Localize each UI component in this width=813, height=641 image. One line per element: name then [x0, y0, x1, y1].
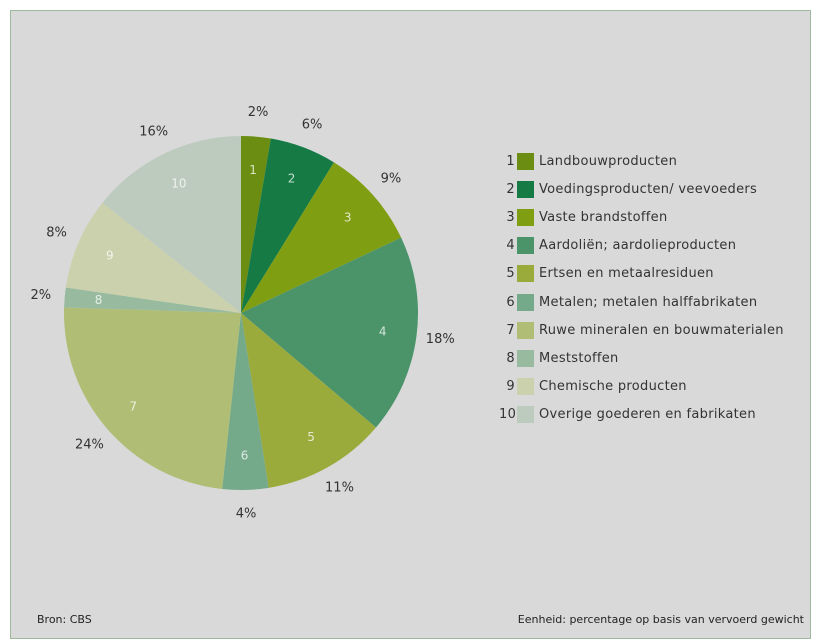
legend-item: 2 Voedingsproducten/ veevoeders	[499, 175, 784, 203]
slice-number-label: 2	[288, 172, 296, 186]
pie-slice-9	[65, 202, 241, 313]
slice-percent-label: 4%	[236, 506, 257, 521]
pie-slice-2	[241, 138, 334, 313]
legend-label: Meststoffen	[539, 350, 619, 366]
pie-slice-3	[241, 162, 402, 313]
legend-swatch	[517, 152, 534, 170]
legend-item: 3 Vaste brandstoffen	[499, 203, 784, 231]
legend-swatch	[517, 208, 534, 226]
slice-number-label: 4	[379, 324, 387, 338]
pie-slice-1	[241, 136, 271, 313]
legend-label: Aardoliën; aardolieproducten	[539, 238, 737, 254]
legend-swatch	[517, 293, 534, 311]
legend-number: 9	[506, 379, 515, 395]
legend-swatch	[517, 237, 534, 255]
pie-slice-4	[241, 237, 418, 428]
legend-number: 4	[506, 238, 515, 254]
slice-number-label: 10	[171, 177, 186, 191]
legend-item: 4 Aardoliën; aardolieproducten	[499, 232, 784, 260]
slice-number-label: 1	[249, 163, 257, 177]
slice-percent-label: 6%	[302, 117, 323, 132]
legend-swatch	[517, 378, 534, 396]
slice-percent-label: 8%	[46, 226, 67, 241]
legend-item: 7 Ruwe mineralen en bouwmaterialen	[499, 316, 784, 344]
legend-item: 9 Chemische producten	[499, 373, 784, 401]
slice-percent-label: 18%	[426, 332, 455, 347]
pie-slice-6	[222, 313, 269, 490]
legend-swatch	[517, 406, 534, 424]
legend-swatch	[517, 349, 534, 367]
slice-percent-label: 2%	[248, 105, 269, 120]
slice-number-label: 5	[307, 430, 315, 444]
legend-swatch	[517, 265, 534, 283]
legend-number: 3	[506, 209, 515, 225]
legend-number: 6	[506, 294, 515, 310]
source-note: Bron: CBS	[37, 613, 92, 626]
legend-swatch	[517, 180, 534, 198]
legend-number: 5	[506, 266, 515, 282]
legend-item: 1 Landbouwproducten	[499, 147, 784, 175]
slice-number-label: 9	[106, 249, 114, 263]
legend-item: 5 Ertsen en metaalresiduen	[499, 260, 784, 288]
legend-label: Ruwe mineralen en bouwmaterialen	[539, 322, 784, 338]
slice-percent-label: 2%	[30, 288, 51, 303]
pie-slice-7	[64, 307, 241, 489]
slice-number-label: 7	[129, 399, 137, 413]
legend-number: 1	[506, 153, 515, 169]
pie-slice-8	[64, 287, 241, 313]
legend-label: Vaste brandstoffen	[539, 209, 668, 225]
legend-item: 10 Overige goederen en fabrikaten	[499, 401, 784, 429]
legend-label: Overige goederen en fabrikaten	[539, 407, 756, 423]
slice-percent-label: 16%	[139, 124, 168, 139]
legend-label: Metalen; metalen halffabrikaten	[539, 294, 758, 310]
legend-swatch	[517, 321, 534, 339]
slice-percent-label: 24%	[75, 437, 104, 452]
slice-percent-label: 11%	[325, 481, 354, 496]
unit-note: Eenheid: percentage op basis van vervoer…	[517, 613, 804, 626]
chart-frame: 1 2% 2 6% 3 9% 4 18% 5 11% 6 4% 7 24% 8 2% 9 8% 10 16% 1 Lan…	[10, 10, 811, 639]
slice-number-label: 6	[241, 448, 249, 462]
legend-number: 10	[499, 407, 517, 423]
legend-item: 8 Meststoffen	[499, 344, 784, 372]
legend: 1 Landbouwproducten 2 Voedingsproducten/ ve…	[499, 147, 784, 429]
legend-number: 8	[506, 350, 515, 366]
slice-percent-label: 9%	[381, 172, 402, 187]
legend-label: Chemische producten	[539, 379, 687, 395]
legend-label: Landbouwproducten	[539, 153, 678, 169]
pie-slice-10	[102, 136, 242, 313]
pie-slice-5	[241, 313, 376, 488]
legend-label: Voedingsproducten/ veevoeders	[539, 181, 758, 197]
slice-number-label: 8	[95, 293, 103, 307]
legend-item: 6 Metalen; metalen halffabrikaten	[499, 288, 784, 316]
legend-number: 2	[506, 181, 515, 197]
legend-label: Ertsen en metaalresiduen	[539, 266, 714, 282]
slice-number-label: 3	[344, 210, 352, 224]
pie-chart: 1 2% 2 6% 3 9% 4 18% 5 11% 6 4% 7 24% 8 2% 9 8% 10 16%	[30, 105, 455, 521]
legend-number: 7	[506, 322, 515, 338]
